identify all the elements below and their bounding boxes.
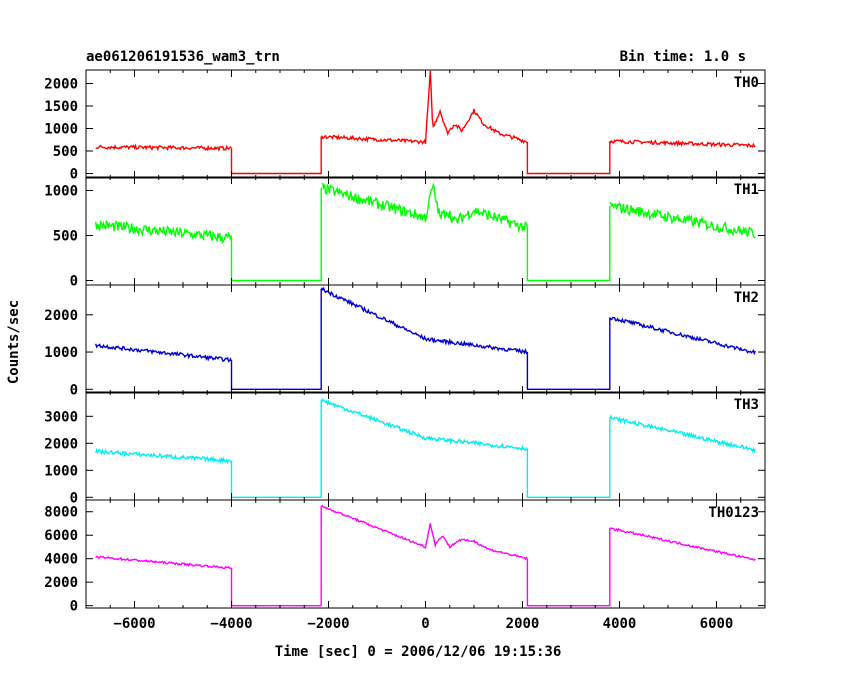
panels-group: TH00500100015002000TH105001000TH20100020… <box>44 69 766 632</box>
series-line-th2 <box>95 286 756 390</box>
y-tick-label: 2000 <box>44 575 78 591</box>
panel-label: TH2 <box>734 290 759 306</box>
y-tick-label: 1000 <box>44 184 78 200</box>
y-tick-label: 4000 <box>44 552 78 568</box>
y-tick-label: 1000 <box>44 122 78 138</box>
x-tick-label: −4000 <box>210 616 252 632</box>
y-tick-label: 0 <box>70 490 78 506</box>
y-tick-label: 0 <box>70 274 78 290</box>
y-tick-label: 500 <box>53 144 78 160</box>
series-line-th0123 <box>95 504 756 607</box>
y-tick-label: 1000 <box>44 345 78 361</box>
panel-th0123: TH0123 0 2000 4000 6000 8000 −6000 −4000 −2000 0 2… <box>44 499 766 632</box>
y-tick-label: 1500 <box>44 99 78 115</box>
y-tick-label: 8000 <box>44 505 78 521</box>
panel-th1: TH1 0 500 1000 <box>44 176 766 290</box>
y-tick-label: 1000 <box>44 463 78 479</box>
panel-label: TH0123 <box>708 505 759 521</box>
y-tick-label: 2000 <box>44 77 78 93</box>
x-tick-label: 4000 <box>603 616 637 632</box>
panel-label: TH0 <box>734 75 759 91</box>
y-tick-label: 0 <box>70 167 78 183</box>
y-tick-label: 0 <box>70 599 78 615</box>
series-line-th0 <box>95 70 756 175</box>
panel-label: TH1 <box>734 182 759 198</box>
panel-frame <box>85 69 766 179</box>
y-tick-label: 3000 <box>44 409 78 425</box>
y-tick-label: 0 <box>70 382 78 398</box>
x-axis-label: Time [sec] 0 = 2006/12/06 19:15:36 <box>275 644 562 660</box>
x-tick-label: 0 <box>421 616 429 632</box>
y-tick-label: 6000 <box>44 528 78 544</box>
x-tick-label: −6000 <box>113 616 155 632</box>
series-line-th1 <box>95 182 756 282</box>
x-tick-label: 2000 <box>506 616 540 632</box>
x-tick-label: 6000 <box>700 616 734 632</box>
y-tick-label: 2000 <box>44 308 78 324</box>
chart-title-right: Bin time: 1.0 s <box>620 49 746 65</box>
panel-th3: TH3 0 1000 2000 3000 <box>44 391 766 506</box>
panel-label: TH3 <box>734 397 759 413</box>
panel-th2: TH2 0 1000 2000 <box>44 284 766 398</box>
x-tick-label: −2000 <box>307 616 349 632</box>
y-axis-label: Counts/sec <box>6 300 22 384</box>
y-tick-label: 500 <box>53 229 78 245</box>
panel-th0: TH0 0 500 1000 1500 2000 <box>44 69 766 183</box>
y-tick-label: 2000 <box>44 436 78 452</box>
chart-title-left: ae061206191536_wam3_trn <box>86 49 280 65</box>
panel-frame <box>85 499 766 609</box>
series-line-th3 <box>95 397 756 498</box>
panel-frame <box>85 391 766 501</box>
